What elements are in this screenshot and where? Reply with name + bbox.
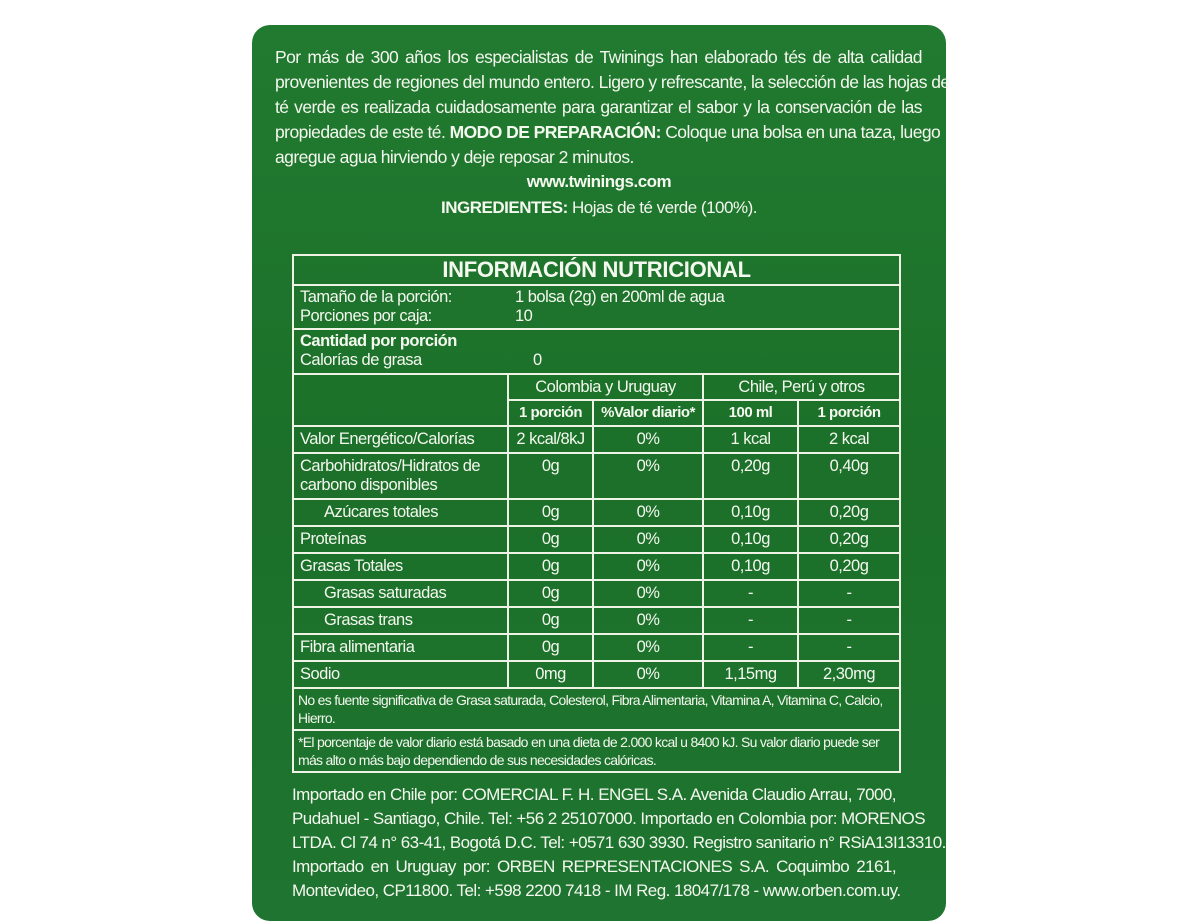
description-text: propiedades de este té. — [275, 122, 450, 142]
nutrient-row: Valor Energético/Calorías 2 kcal/8kJ 0% 1 k… — [292, 425, 902, 454]
nutrient-value: 0,20g — [702, 452, 799, 500]
nutrient-value: - — [798, 579, 902, 608]
fat-calories-value: 0 — [533, 351, 542, 369]
nutrient-row: Azúcares totales 0g 0% 0,10g 0,20g — [292, 498, 902, 527]
importer-line: Importado en Chile por: COMERCIAL F. H. … — [292, 785, 897, 804]
nutrient-value: 0% — [593, 452, 704, 500]
nutrient-value: 0% — [593, 552, 704, 581]
nutrient-value: - — [702, 633, 799, 662]
preparation-text: Coloque una bolsa en una taza, luego — [660, 122, 941, 142]
nutrient-value: 0g — [507, 606, 594, 635]
description-line: propiedades de este té. MODO DE PREPARAC… — [275, 120, 941, 145]
group-chile-peru: Chile, Perú y otros — [701, 373, 902, 401]
nutrient-value: 0,20g — [798, 552, 902, 581]
tea-box-label: Por más de 300 años los especialistas de… — [252, 25, 950, 921]
description-line: agregue agua hirviendo y deje reposar 2 … — [275, 147, 634, 167]
nutrient-value: 0g — [507, 525, 594, 554]
nutrient-label: Grasas trans — [292, 606, 509, 635]
nutrient-value: 0,10g — [702, 498, 799, 527]
serving-info: Tamaño de la porción: 1 bolsa (2g) en 200… — [291, 284, 902, 330]
servings-label: Porciones por caja: — [300, 307, 432, 325]
nutrient-value: - — [798, 606, 902, 635]
nutrient-value: 2 kcal — [798, 425, 902, 454]
nutrient-value: 0g — [507, 633, 594, 662]
nutrient-row: Sodio 0mg 0% 1,15mg 2,30mg — [292, 660, 902, 689]
nutrient-value: 2 kcal/8kJ — [507, 425, 594, 454]
amount-info: Cantidad por porción Calorías de grasa 0 — [291, 328, 902, 375]
ingredients-value: Hojas de té verde (100%). — [567, 198, 758, 217]
nutrient-label: Sodio — [292, 660, 509, 689]
nutrient-value: 0,10g — [702, 525, 799, 554]
nutrient-value: - — [798, 633, 902, 662]
importer-info: Importado en Chile por: COMERCIAL F. H. … — [292, 783, 946, 903]
fat-calories-label: Calorías de grasa — [300, 351, 422, 369]
description-line: provenientes de regiones del mundo enter… — [275, 72, 950, 92]
description-line: té verde es realizada cuidadosamente par… — [275, 97, 923, 117]
nutrient-label: Azúcares totales — [292, 498, 509, 527]
amount-label: Cantidad por porción — [300, 332, 457, 350]
nutrient-label: Grasas Totales — [292, 552, 509, 581]
nutrient-value: 0,20g — [798, 525, 902, 554]
col-header: 1 porción — [507, 399, 594, 427]
description-line: Por más de 300 años los especialistas de… — [275, 47, 923, 67]
nutrient-value: 2,30mg — [798, 660, 902, 689]
nutrition-and-importers: INFORMACIÓN NUTRICIONAL Tamaño de la por… — [291, 254, 946, 903]
serving-value: 1 bolsa (2g) en 200ml de agua — [515, 288, 725, 306]
nutrient-value: 0% — [593, 525, 704, 554]
nutrient-value: 0g — [507, 552, 594, 581]
nutrient-value: 0% — [593, 579, 704, 608]
nutrient-value: 0g — [507, 498, 594, 527]
importer-line: LTDA. Cl 74 n° 63-41, Bogotá D.C. Tel: +… — [292, 833, 946, 852]
nutrient-value: 0% — [593, 425, 704, 454]
nutrient-row: Proteínas 0g 0% 0,10g 0,20g — [292, 525, 902, 554]
nutrient-value: 0mg — [507, 660, 594, 689]
nutrient-label: Proteínas — [292, 525, 509, 554]
importer-line: Pudahuel - Santiago, Chile. Tel: +56 2 2… — [292, 809, 926, 828]
nutrient-label: Grasas saturadas — [292, 579, 509, 608]
footnote-daily-value: *El porcentaje de valor diario está basa… — [291, 729, 902, 773]
servings-value: 10 — [515, 307, 533, 325]
ingredients: INGREDIENTES: Hojas de té verde (100%). — [252, 197, 946, 219]
importer-line: Importado en Uruguay por: ORBEN REPRESEN… — [292, 857, 897, 876]
nutrient-value: 0% — [593, 606, 704, 635]
nutrient-value: 0,10g — [702, 552, 799, 581]
nutrition-title: INFORMACIÓN NUTRICIONAL — [291, 254, 902, 286]
nutrient-label: Carbohidratos/Hidratos de carbono dispon… — [292, 452, 509, 500]
col-header: %Valor diario* — [593, 399, 704, 427]
serving-label: Tamaño de la porción: — [300, 288, 452, 306]
ingredients-label: INGREDIENTES: — [441, 198, 568, 217]
nutrient-value: 0g — [507, 452, 594, 500]
nutrient-value: 0% — [593, 498, 704, 527]
nutrient-value: 0% — [593, 633, 704, 662]
nutrition-facts-table: INFORMACIÓN NUTRICIONAL Tamaño de la por… — [291, 254, 902, 773]
nutrient-row: Grasas Totales 0g 0% 0,10g 0,20g — [292, 552, 902, 581]
nutrient-row: Grasas saturadas 0g 0% - - — [292, 579, 902, 608]
nutrient-value: 0% — [593, 660, 704, 689]
nutrient-row: Grasas trans 0g 0% - - — [292, 606, 902, 635]
empty-header-cell — [292, 373, 509, 427]
nutrient-row: Fibra alimentaria 0g 0% - - — [292, 633, 902, 662]
importer-line: Montevideo, CP11800. Tel: +598 2200 7418… — [292, 881, 901, 900]
nutrient-value: - — [702, 579, 799, 608]
nutrient-value: 0,40g — [798, 452, 902, 500]
product-description: Por más de 300 años los especialistas de… — [275, 45, 950, 170]
nutrient-row: Carbohidratos/Hidratos de carbono dispon… — [292, 452, 902, 500]
nutrient-label: Fibra alimentaria — [292, 633, 509, 662]
nutrient-label: Valor Energético/Calorías — [292, 425, 509, 454]
preparation-heading: MODO DE PREPARACIÓN: — [449, 122, 662, 142]
col-header: 1 porción — [798, 399, 902, 427]
website: www.twinings.com — [526, 172, 672, 191]
footnote-not-significant: No es fuente significativa de Grasa satu… — [291, 687, 902, 731]
group-colombia-uruguay: Colombia y Uruguay — [507, 373, 704, 401]
nutrient-value: 1 kcal — [702, 425, 799, 454]
nutrient-value: 0,20g — [798, 498, 902, 527]
nutrient-value: 0g — [507, 579, 594, 608]
nutrient-value: 1,15mg — [702, 660, 799, 689]
nutrient-value: - — [702, 606, 799, 635]
col-header: 100 ml — [702, 399, 799, 427]
